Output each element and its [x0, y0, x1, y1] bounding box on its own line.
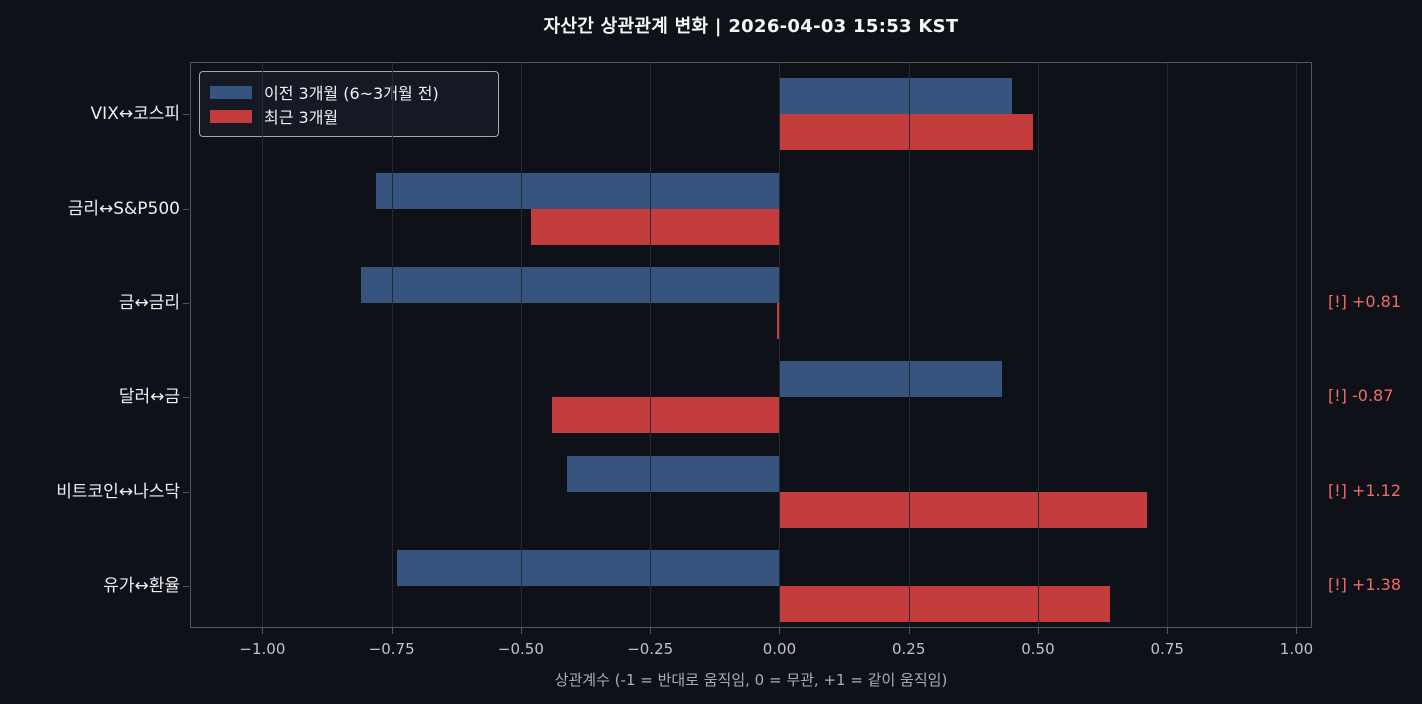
- bar-recent-2: [776, 302, 780, 339]
- legend: 이전 3개월 (6~3개월 전) 최근 3개월: [199, 71, 499, 137]
- y-label-2: 금↔금리: [118, 292, 180, 313]
- gridline-−1.00: [262, 63, 264, 627]
- x-tick-label-−1.00: −1.00: [239, 640, 286, 658]
- y-tick-mark-3: [183, 397, 189, 399]
- legend-swatch-recent: [210, 109, 252, 123]
- bar-prev-0: [779, 78, 1013, 115]
- y-tick-mark-5: [183, 585, 189, 587]
- x-tick-mark-0.00: [779, 628, 781, 634]
- gridline-−0.75: [391, 63, 393, 627]
- legend-item-recent: 최근 3개월: [210, 105, 486, 128]
- chart-title: 자산간 상관관계 변화 | 2026-04-03 15:53 KST: [543, 16, 959, 37]
- bar-recent-3: [551, 397, 780, 434]
- legend-label-prev: 이전 3개월 (6~3개월 전): [264, 84, 439, 103]
- y-tick-mark-2: [183, 302, 189, 304]
- bar-prev-1: [376, 172, 780, 209]
- bar-prev-3: [779, 361, 1002, 398]
- bar-recent-4: [779, 491, 1147, 528]
- plot-area: [190, 62, 1312, 628]
- legend-swatch-prev: [210, 85, 252, 99]
- y-label-5: 유가↔환율: [103, 575, 180, 596]
- x-tick-label-−0.50: −0.50: [497, 640, 544, 658]
- bar-recent-5: [779, 585, 1111, 622]
- x-tick-mark-0.50: [1037, 628, 1039, 634]
- y-label-4: 비트코인↔나스닥: [56, 481, 180, 502]
- gridline-0.25: [908, 63, 910, 627]
- x-tick-mark-1.00: [1296, 628, 1298, 634]
- x-tick-mark-−0.75: [391, 628, 393, 634]
- bar-prev-4: [567, 455, 780, 492]
- x-axis-label: 상관계수 (-1 = 반대로 움직임, 0 = 무관, +1 = 같이 움직임): [554, 671, 948, 689]
- bar-prev-5: [396, 549, 780, 586]
- y-tick-mark-0: [183, 114, 189, 116]
- y-label-3: 달러↔금: [118, 387, 180, 408]
- gridline-1.00: [1296, 63, 1298, 627]
- change-annotation-3: [!] -0.87: [1328, 386, 1394, 406]
- x-tick-label-1.00: 1.00: [1279, 640, 1314, 658]
- x-tick-label-−0.75: −0.75: [368, 640, 415, 658]
- legend-item-prev: 이전 3개월 (6~3개월 전): [210, 81, 486, 104]
- bar-recent-0: [779, 114, 1033, 151]
- x-tick-label-0.50: 0.50: [1021, 640, 1055, 658]
- x-tick-mark-−1.00: [262, 628, 264, 634]
- gridline-0.00: [779, 63, 781, 627]
- change-annotation-4: [!] +1.12: [1328, 480, 1402, 500]
- x-tick-mark-−0.50: [520, 628, 522, 634]
- y-tick-mark-1: [183, 208, 189, 210]
- bar-recent-1: [531, 208, 780, 245]
- legend-label-recent: 최근 3개월: [264, 108, 339, 127]
- x-tick-label-0.75: 0.75: [1150, 640, 1184, 658]
- gridline-0.50: [1037, 63, 1039, 627]
- y-label-1: 금리↔S&P500: [67, 198, 180, 219]
- x-tick-mark-−0.25: [650, 628, 652, 634]
- change-annotation-5: [!] +1.38: [1328, 574, 1402, 594]
- gridline-−0.25: [650, 63, 652, 627]
- gridline-−0.50: [520, 63, 522, 627]
- bar-prev-2: [360, 266, 780, 303]
- gridline-0.75: [1167, 63, 1169, 627]
- x-tick-label-0.00: 0.00: [762, 640, 797, 658]
- change-annotation-2: [!] +0.81: [1328, 291, 1402, 311]
- y-tick-mark-4: [183, 491, 189, 493]
- x-tick-mark-0.25: [908, 628, 910, 634]
- x-tick-label-0.25: 0.25: [891, 640, 926, 658]
- x-tick-mark-0.75: [1167, 628, 1169, 634]
- x-tick-label-−0.25: −0.25: [627, 640, 674, 658]
- y-label-0: VIX↔코스피: [90, 104, 180, 125]
